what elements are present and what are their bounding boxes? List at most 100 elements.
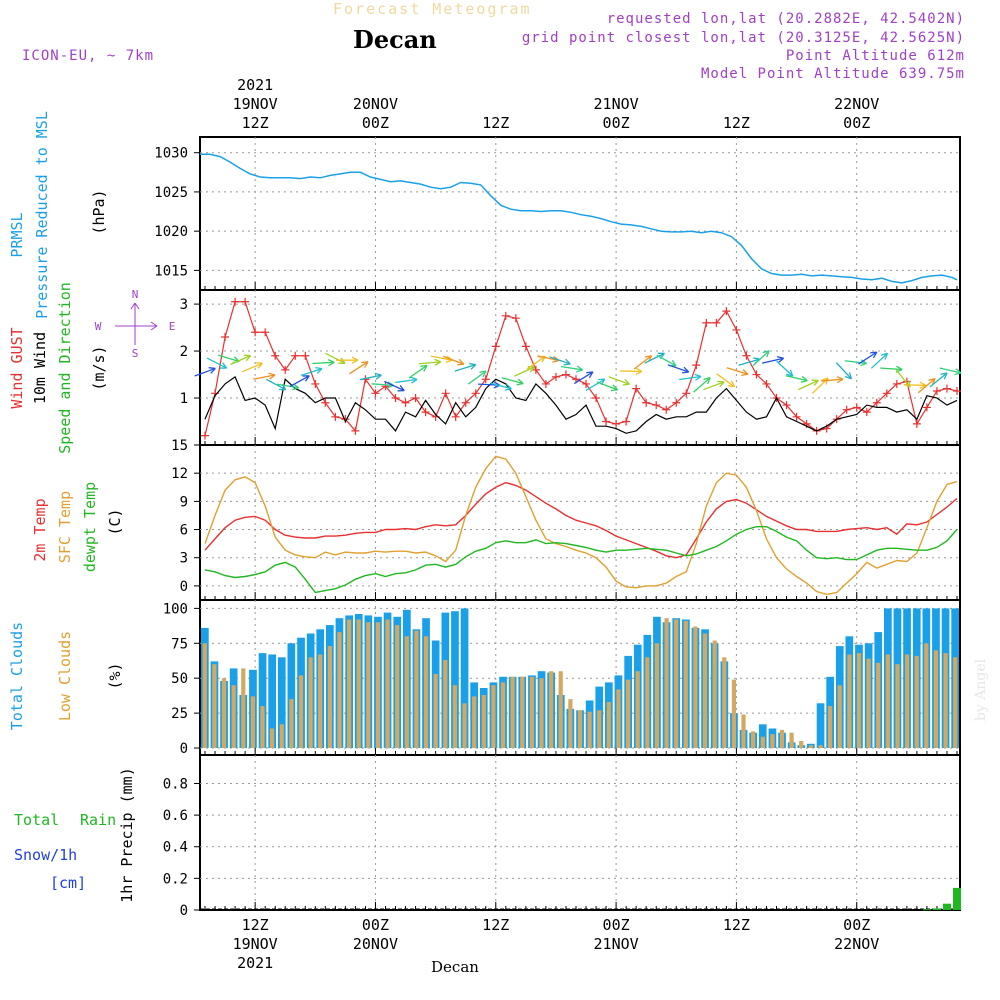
wind-arrow — [194, 367, 216, 377]
low-cloud-bar — [702, 633, 708, 748]
gust-marker — [331, 412, 340, 421]
low-cloud-bar — [914, 655, 919, 749]
wind-arrow — [359, 372, 382, 381]
bottom-time-label: 00Z — [362, 916, 389, 934]
gust-marker — [491, 342, 500, 351]
y-tick-label: 15 — [171, 438, 188, 454]
bottom-time-label: 20NOV — [353, 935, 398, 953]
low-cloud-bar — [760, 736, 765, 748]
dewpt-label: dewpt Temp — [81, 482, 99, 572]
series-temp2m-line — [204, 481, 958, 559]
gust-marker — [321, 398, 330, 407]
wind-arrow — [312, 359, 335, 367]
gust-marker — [451, 412, 460, 421]
wind-arrow — [289, 375, 310, 388]
low-cloud-bar — [568, 699, 573, 748]
prmsl-label: PRMSL — [8, 212, 26, 257]
total-cloud-bar — [287, 643, 296, 748]
gust-marker — [592, 394, 601, 403]
low-cloud-bar — [770, 734, 775, 749]
bottom-time-label: 2021 — [237, 954, 273, 972]
gust-marker — [912, 419, 921, 428]
y-tick-label: 0 — [180, 903, 188, 919]
gust-marker — [251, 328, 260, 337]
gust-marker — [411, 394, 420, 403]
wind-arrow — [716, 373, 736, 388]
low-cloud-bar — [231, 685, 236, 748]
wind-arrow — [230, 354, 252, 366]
gust-marker — [401, 398, 410, 407]
gust-marker — [541, 379, 550, 388]
wind-arrow — [939, 367, 962, 376]
low-cloud-bar — [241, 668, 246, 748]
gust-marker — [561, 370, 570, 379]
wind-arrow — [501, 377, 524, 386]
gust-marker — [521, 342, 530, 351]
gust-marker — [712, 318, 721, 327]
low-cloud-bar — [856, 653, 862, 749]
temp-unit: (C) — [106, 508, 124, 535]
low-cloud-bar — [664, 618, 669, 749]
gust-marker — [742, 351, 751, 360]
wind-arrow — [752, 350, 770, 367]
wind-gust-label: Wind GUST — [8, 327, 26, 408]
low-cloud-bar — [443, 660, 448, 748]
low-cloud-bar — [347, 619, 352, 748]
y-tick-label: 1 — [180, 391, 188, 407]
y-tick-label: 9 — [180, 494, 188, 510]
low-cloud-bar — [933, 650, 938, 748]
wind-labels: Wind GUST 10m Wind Speed and Direction (… — [8, 282, 175, 454]
total-cloud-bar — [758, 724, 767, 748]
panel-frame — [199, 136, 961, 291]
low-cloud-bar — [356, 619, 361, 748]
wind-arrow — [835, 362, 853, 380]
wind-arrow — [549, 356, 571, 366]
low-cloud-bar — [298, 675, 304, 748]
y-tick-label: 0 — [180, 579, 188, 595]
gust-marker — [722, 307, 731, 316]
low-cloud-bar — [510, 676, 515, 748]
wind-arrow — [560, 365, 584, 373]
top-time-label: 00Z — [362, 114, 389, 132]
low-cloud-bar — [529, 676, 534, 748]
gridpoint-lonlat: grid point closest lon,lat (20.3125E, 42… — [522, 30, 965, 46]
wind-arrow — [253, 372, 276, 380]
prmsl-label-2: Pressure Reduced to MSL — [33, 111, 51, 319]
total-cloud-bar — [268, 654, 276, 749]
y-tick-label: 3 — [180, 297, 188, 313]
requested-lonlat: requested lon,lat (20.2882E, 42.5402N) — [607, 11, 965, 27]
gust-marker — [461, 398, 470, 407]
low-cloud-bar — [500, 682, 506, 748]
panel-temperature: 0 3 6 9 12 15 — [171, 438, 961, 601]
wind-arrow — [384, 380, 405, 392]
low-cloud-bar — [751, 731, 756, 749]
low-cloud-bar — [260, 706, 265, 748]
rain-bar — [943, 903, 951, 910]
low-cloud-bar — [789, 732, 794, 749]
wind-arrow — [703, 380, 725, 391]
gust-marker — [672, 398, 681, 407]
top-time-label: 21NOV — [594, 95, 639, 113]
wind-arrow — [821, 376, 844, 384]
point-altitude: Point Altitude 612m — [786, 48, 965, 64]
low-cloud-bar — [520, 676, 525, 748]
wind-arrow — [619, 367, 643, 375]
panel-clouds: 0 25 50 75 100 — [163, 599, 961, 757]
low-cloud-bar — [674, 619, 679, 748]
wind-arrow — [870, 352, 889, 369]
wind-arrow — [206, 357, 228, 369]
gust-marker — [511, 314, 520, 323]
cloud-labels: Total Clouds Low Clouds (%) — [8, 622, 124, 730]
top-time-label: 00Z — [603, 114, 630, 132]
low-cloud-bar — [404, 636, 409, 748]
y-tick-label: 1015 — [154, 263, 188, 279]
low-cloud-bar — [279, 724, 284, 748]
temperature-labels: 2m Temp SFC Temp dewpt Temp (C) — [31, 482, 124, 572]
low-cloud-bar — [693, 626, 698, 748]
snow-unit-label: [cm] — [50, 874, 86, 892]
wind-arrow — [844, 359, 867, 367]
wind-arrow — [656, 354, 677, 367]
pressure-labels: PRMSL Pressure Reduced to MSL (hPa) — [8, 111, 108, 319]
low-cloud-bar — [905, 654, 910, 749]
